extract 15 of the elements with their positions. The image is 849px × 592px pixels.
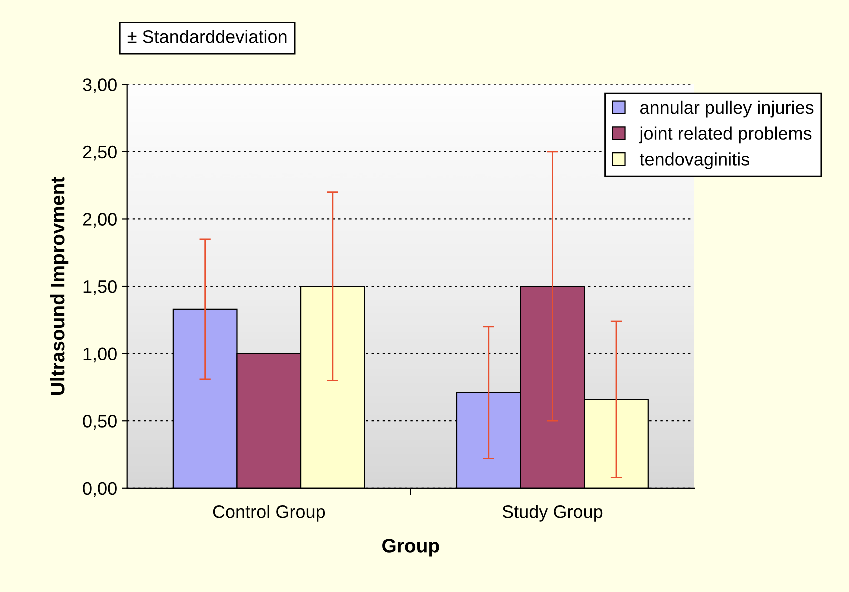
y-tick-label: 3,00: [83, 78, 117, 94]
y-tick-label: 0,50: [83, 415, 117, 430]
y-tick-label: 2,50: [83, 146, 117, 161]
legend-label: annular pulley injuries: [640, 100, 814, 118]
x-axis-title: Group: [382, 539, 440, 557]
y-tick-label: 1,50: [84, 280, 117, 296]
y-axis-title: Ultrasound Improvment: [50, 177, 69, 396]
text: ± Standarddeviation: [128, 30, 287, 44]
y-tick-label: 2,00: [83, 213, 117, 228]
legend-label: tendovaginitis: [640, 152, 750, 170]
x-tick-label: Control Group: [213, 505, 326, 522]
y-tick-label: 1,00: [84, 348, 117, 363]
legend-label: joint related problems: [639, 126, 812, 144]
y-tick-label: 0,00: [83, 482, 117, 498]
x-tick-label: Study Group: [502, 505, 603, 522]
